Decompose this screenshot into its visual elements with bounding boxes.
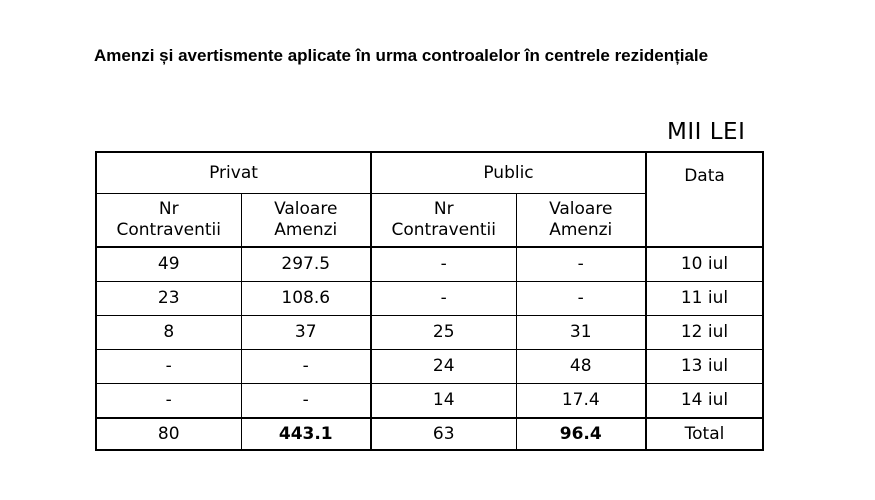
subheader-text-line: Valoare <box>274 199 338 219</box>
table-row: - - 14 17.4 14 iul <box>95 383 764 419</box>
cell-date: 10 iul <box>645 246 764 282</box>
cell-date: 11 iul <box>645 281 764 316</box>
cell-private-value: 108.6 <box>240 281 372 316</box>
table-row: 23 108.6 - - 11 iul <box>95 281 764 316</box>
fines-table: Privat Public Data Nr Contraventii Valoa… <box>95 151 764 451</box>
subheader-public-nr: Nr Contraventii <box>370 193 517 248</box>
subheader-text-line: Amenzi <box>549 220 613 240</box>
unit-label: MII LEI <box>667 119 746 145</box>
cell-public-value: 48 <box>515 349 647 384</box>
total-private-value: 443.1 <box>240 417 372 451</box>
total-public-nr: 63 <box>370 417 517 451</box>
table-row: 8 37 25 31 12 iul <box>95 315 764 350</box>
subheader-private-nr: Nr Contraventii <box>95 193 242 248</box>
subheader-text-line: Contraventii <box>391 220 497 240</box>
table-row: - - 24 48 13 iul <box>95 349 764 384</box>
subheader-text-line: Contraventii <box>116 220 222 240</box>
cell-public-value: - <box>515 281 647 316</box>
cell-public-value: 31 <box>515 315 647 350</box>
cell-private-value: - <box>240 383 372 419</box>
cell-date: 13 iul <box>645 349 764 384</box>
cell-private-value: 297.5 <box>240 246 372 282</box>
cell-public-nr: - <box>370 281 517 316</box>
table-group-header-row: Privat Public Data <box>95 151 764 248</box>
cell-date: 12 iul <box>645 315 764 350</box>
cell-date: 14 iul <box>645 383 764 419</box>
cell-public-value: - <box>515 246 647 282</box>
cell-private-nr: - <box>95 349 242 384</box>
group-header-public: Public <box>370 151 647 194</box>
table-row: 49 297.5 - - 10 iul <box>95 246 764 282</box>
cell-private-nr: 8 <box>95 315 242 350</box>
cell-private-nr: 49 <box>95 246 242 282</box>
total-label: Total <box>645 417 764 451</box>
cell-private-nr: - <box>95 383 242 419</box>
page-title: Amenzi și avertismente aplicate în urma … <box>94 46 709 65</box>
cell-private-nr: 23 <box>95 281 242 316</box>
cell-public-value: 17.4 <box>515 383 647 419</box>
table-subheader-row: Nr Contraventii Valoare Amenzi Nr Contra… <box>95 193 763 248</box>
group-header-private: Privat <box>95 151 372 194</box>
cell-private-value: - <box>240 349 372 384</box>
cell-public-nr: - <box>370 246 517 282</box>
table-total-row: 80 443.1 63 96.4 Total <box>95 417 764 451</box>
cell-public-nr: 24 <box>370 349 517 384</box>
subheader-private-value: Valoare Amenzi <box>240 193 372 248</box>
subheader-text-line: Nr <box>158 199 179 219</box>
cell-public-nr: 14 <box>370 383 517 419</box>
cell-private-value: 37 <box>240 315 372 350</box>
subheader-text-line: Valoare <box>549 199 613 219</box>
subheader-text-line: Amenzi <box>274 220 338 240</box>
column-header-date: Data <box>645 151 764 248</box>
total-public-value: 96.4 <box>515 417 647 451</box>
cell-public-nr: 25 <box>370 315 517 350</box>
total-private-nr: 80 <box>95 417 242 451</box>
subheader-text-line: Nr <box>433 199 454 219</box>
subheader-public-value: Valoare Amenzi <box>515 193 647 248</box>
